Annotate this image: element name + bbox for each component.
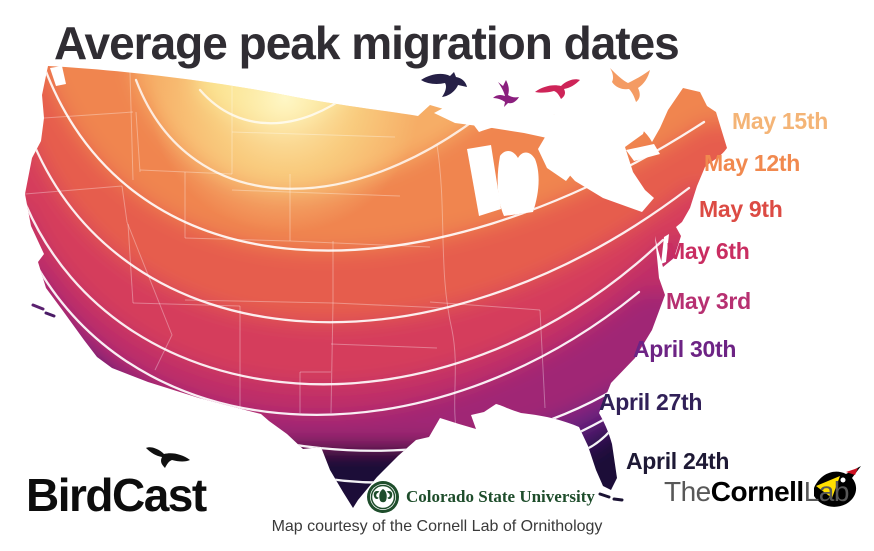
birdcast-bird-icon [146,447,190,468]
cornell-lab: Lab [803,476,850,507]
csu-logo: Colorado State University [366,480,595,514]
date-label-april-27: April 27th [599,389,703,415]
date-label-may-12: May 12th [704,150,801,176]
date-label-april-30: April 30th [633,336,737,362]
csu-ram-icon [367,481,399,513]
page-title: Average peak migration dates [54,17,680,69]
bird-silhouette-navy [421,72,467,97]
birdcast-logo: BirdCast [26,469,207,521]
date-label-may-6: May 6th [666,238,750,264]
bird-silhouette-crimson [535,79,580,99]
hotspot-glow [150,66,420,233]
great-lakes [50,66,669,264]
bird-silhouette-orange [610,68,650,102]
date-label-april-24: April 24th [626,448,730,474]
cornell-bird-icon [814,466,861,507]
cornell-cornell: Cornell [710,476,804,507]
cornell-logo-text: TheCornellLab [664,476,849,508]
date-label-may-9: May 9th [699,196,783,222]
cornell-lab-logo: TheCornellLab [664,476,849,508]
caption: Map courtesy of the Cornell Lab of Ornit… [271,518,603,535]
islands [31,303,624,502]
date-label-may-15: May 15th [732,108,829,134]
cornell-the: The [664,476,711,507]
date-label-may-3: May 3rd [666,288,751,314]
csu-logo-text: Colorado State University [406,487,595,506]
bird-silhouette-purple [493,80,519,107]
